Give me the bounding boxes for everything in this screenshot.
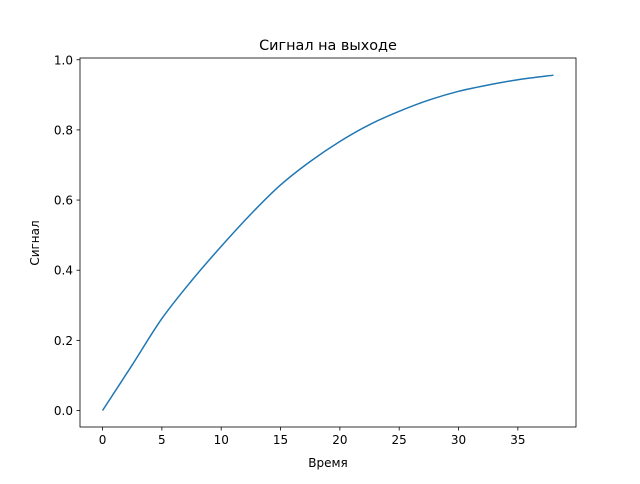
x-axis-label: Время xyxy=(308,456,348,470)
x-tick-label: 35 xyxy=(510,433,525,447)
chart-title: Сигнал на выходе xyxy=(259,38,397,54)
y-tick-label: 0.2 xyxy=(54,334,73,348)
y-tick-label: 0.4 xyxy=(54,264,73,278)
x-tick-label: 5 xyxy=(158,433,166,447)
x-tick-label: 30 xyxy=(451,433,466,447)
x-tick-label: 20 xyxy=(332,433,347,447)
x-tick-label: 25 xyxy=(392,433,407,447)
y-axis-label: Сигнал xyxy=(28,220,42,265)
x-tick-label: 15 xyxy=(273,433,288,447)
series-line xyxy=(101,74,554,411)
y-tick-label: 0.0 xyxy=(54,404,73,418)
y-tick-label: 0.8 xyxy=(54,123,73,137)
y-tick-label: 0.6 xyxy=(54,194,73,208)
x-tick-label: 0 xyxy=(99,433,107,447)
axes-frame xyxy=(79,57,577,428)
x-tick-label: 10 xyxy=(214,433,229,447)
y-tick-label: 1.0 xyxy=(54,53,73,67)
